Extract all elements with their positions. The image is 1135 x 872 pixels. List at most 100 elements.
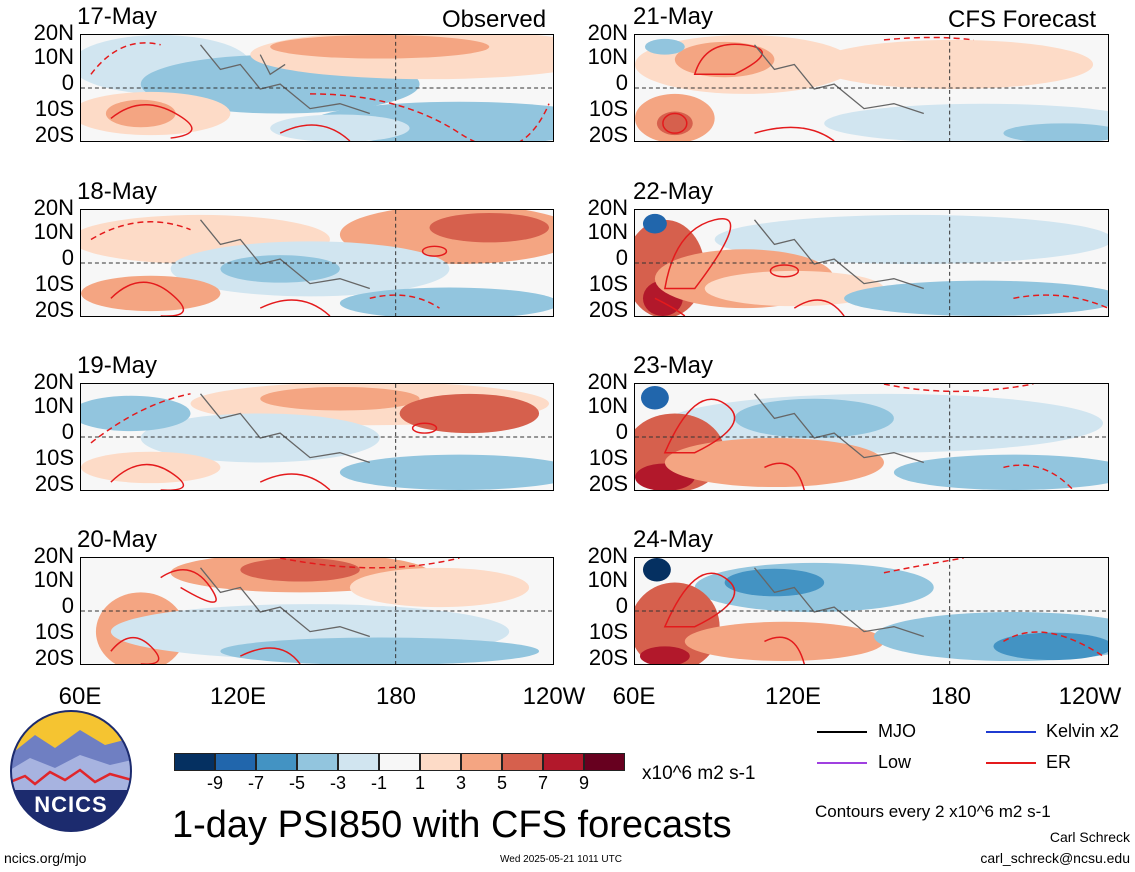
lon-label-left-180: 180 (375, 683, 417, 710)
colorbar-label: -5 (288, 773, 305, 793)
colorbar-swatch (256, 753, 297, 771)
colorbar-swatch (420, 753, 461, 771)
colorbar-label: 7 (537, 773, 548, 793)
lat-label-left-row4-1: 10N (33, 567, 74, 592)
footer-timestamp: Wed 2025-05-21 1011 UTC (500, 854, 622, 865)
lat-label-left-row3-3: 10S (34, 445, 74, 470)
lat-label-left-row1-4: 20S (34, 122, 74, 147)
colorbar-swatch (461, 753, 502, 771)
colorbar-label: 9 (578, 773, 589, 793)
colorbar-units: x10^6 m2 s-1 (642, 763, 756, 784)
colorbar-swatch (502, 753, 543, 771)
lat-label-left-row3-2: 0 (61, 419, 74, 444)
lat-label-right-row2-3: 10S (588, 271, 628, 296)
colorbar-swatch (584, 753, 625, 771)
observed-header: Observed (442, 6, 547, 33)
legend-label-kelvin: Kelvin x2 (1046, 721, 1120, 741)
lat-label-right-row1-0: 20N (587, 20, 628, 45)
lat-label-left-row2-1: 10N (33, 219, 74, 244)
panel-date-right-4: 24-May (633, 526, 714, 553)
lat-label-left-row3-1: 10N (33, 393, 74, 418)
lat-label-right-row3-2: 0 (615, 419, 628, 444)
map-panel-right-2 (634, 209, 1109, 317)
lat-label-right-row1-2: 0 (615, 70, 628, 95)
lat-label-left-row3-0: 20N (33, 369, 74, 394)
panel-date-right-2: 22-May (633, 178, 714, 205)
map-panel-right-4 (634, 557, 1109, 665)
legend-line-kelvin (986, 731, 1036, 733)
lat-label-right-row3-4: 20S (588, 471, 628, 496)
panel-date-right-3: 23-May (633, 352, 714, 379)
colorbar-swatch (379, 753, 420, 771)
colorbar-label: 1 (414, 773, 425, 793)
lat-label-left-row3-4: 20S (34, 471, 74, 496)
lon-label-right-180: 180 (930, 683, 972, 710)
legend-line-low (817, 762, 867, 764)
colorbar-swatch (215, 753, 256, 771)
lon-label-left-120e: 120E (209, 683, 267, 710)
legend-line-mjo (817, 731, 867, 733)
lat-label-left-row2-4: 20S (34, 297, 74, 322)
lat-label-left-row4-0: 20N (33, 543, 74, 568)
lat-label-left-row2-0: 20N (33, 195, 74, 220)
colorbar-label: -7 (247, 773, 264, 793)
lat-label-left-row1-2: 0 (61, 70, 74, 95)
chart-title: 1-day PSI850 with CFS forecasts (172, 804, 732, 846)
lat-label-right-row1-1: 10N (587, 44, 628, 69)
panel-date-left-1: 17-May (77, 3, 158, 30)
lat-label-right-row4-0: 20N (587, 543, 628, 568)
legend-label-er: ER (1046, 752, 1072, 772)
lon-label-right-60e: 60E (612, 683, 656, 710)
legend-line-er (986, 762, 1036, 764)
map-panel-left-3 (80, 383, 554, 491)
lat-label-left-row1-1: 10N (33, 44, 74, 69)
lat-label-right-row3-3: 10S (588, 445, 628, 470)
colorbar-swatch (338, 753, 379, 771)
lat-label-left-row2-2: 0 (61, 245, 74, 270)
lon-label-left-60e: 60E (58, 683, 102, 710)
panel-date-left-3: 19-May (77, 352, 158, 379)
colorbar-swatch (297, 753, 338, 771)
lat-label-left-row4-4: 20S (34, 645, 74, 670)
lat-label-right-row3-0: 20N (587, 369, 628, 394)
lon-label-left-120w: 120W (522, 683, 586, 710)
lat-label-right-row4-2: 0 (615, 593, 628, 618)
map-panel-right-3 (634, 383, 1109, 491)
colorbar-label: -9 (206, 773, 223, 793)
map-panel-left-1 (80, 34, 554, 142)
panel-date-right-1: 21-May (633, 3, 714, 30)
lat-label-right-row2-1: 10N (587, 219, 628, 244)
colorbar-label: 3 (455, 773, 466, 793)
colorbar-label: -3 (329, 773, 346, 793)
legend-label-low: Low (878, 752, 912, 772)
legend-label-mjo: MJO (878, 721, 916, 741)
logo-text: NCICS (34, 792, 108, 817)
footer-email: carl_schreck@ncsu.edu (980, 850, 1130, 866)
lat-label-right-row3-1: 10N (587, 393, 628, 418)
colorbar-label: 5 (496, 773, 507, 793)
lat-label-right-row2-4: 20S (588, 297, 628, 322)
forecast-header: CFS Forecast (948, 6, 1097, 33)
map-panel-left-2 (80, 209, 554, 317)
ncics-logo: NCICS (10, 710, 132, 832)
lat-label-left-row4-2: 0 (61, 593, 74, 618)
lat-label-right-row1-4: 20S (588, 122, 628, 147)
lat-label-right-row4-1: 10N (587, 567, 628, 592)
colorbar-swatch (543, 753, 584, 771)
lat-label-left-row4-3: 10S (34, 619, 74, 644)
lat-label-right-row2-0: 20N (587, 195, 628, 220)
lon-label-right-120w: 120W (1058, 685, 1122, 709)
lat-label-right-row2-2: 0 (615, 245, 628, 270)
map-panel-left-4 (80, 557, 554, 665)
map-panel-right-1 (634, 34, 1109, 142)
lat-label-left-row1-0: 20N (33, 20, 74, 45)
lat-label-right-row4-4: 20S (588, 645, 628, 670)
contour-note: Contours every 2 x10^6 m2 s-1 (815, 802, 1051, 821)
footer-author: Carl Schreck (1049, 829, 1130, 845)
lat-label-left-row2-3: 10S (34, 271, 74, 296)
panel-date-left-4: 20-May (77, 526, 158, 553)
colorbar-swatch (174, 753, 215, 771)
panel-date-left-2: 18-May (77, 178, 158, 205)
footer-url: ncics.org/mjo (4, 850, 87, 866)
colorbar-label: -1 (370, 773, 387, 793)
